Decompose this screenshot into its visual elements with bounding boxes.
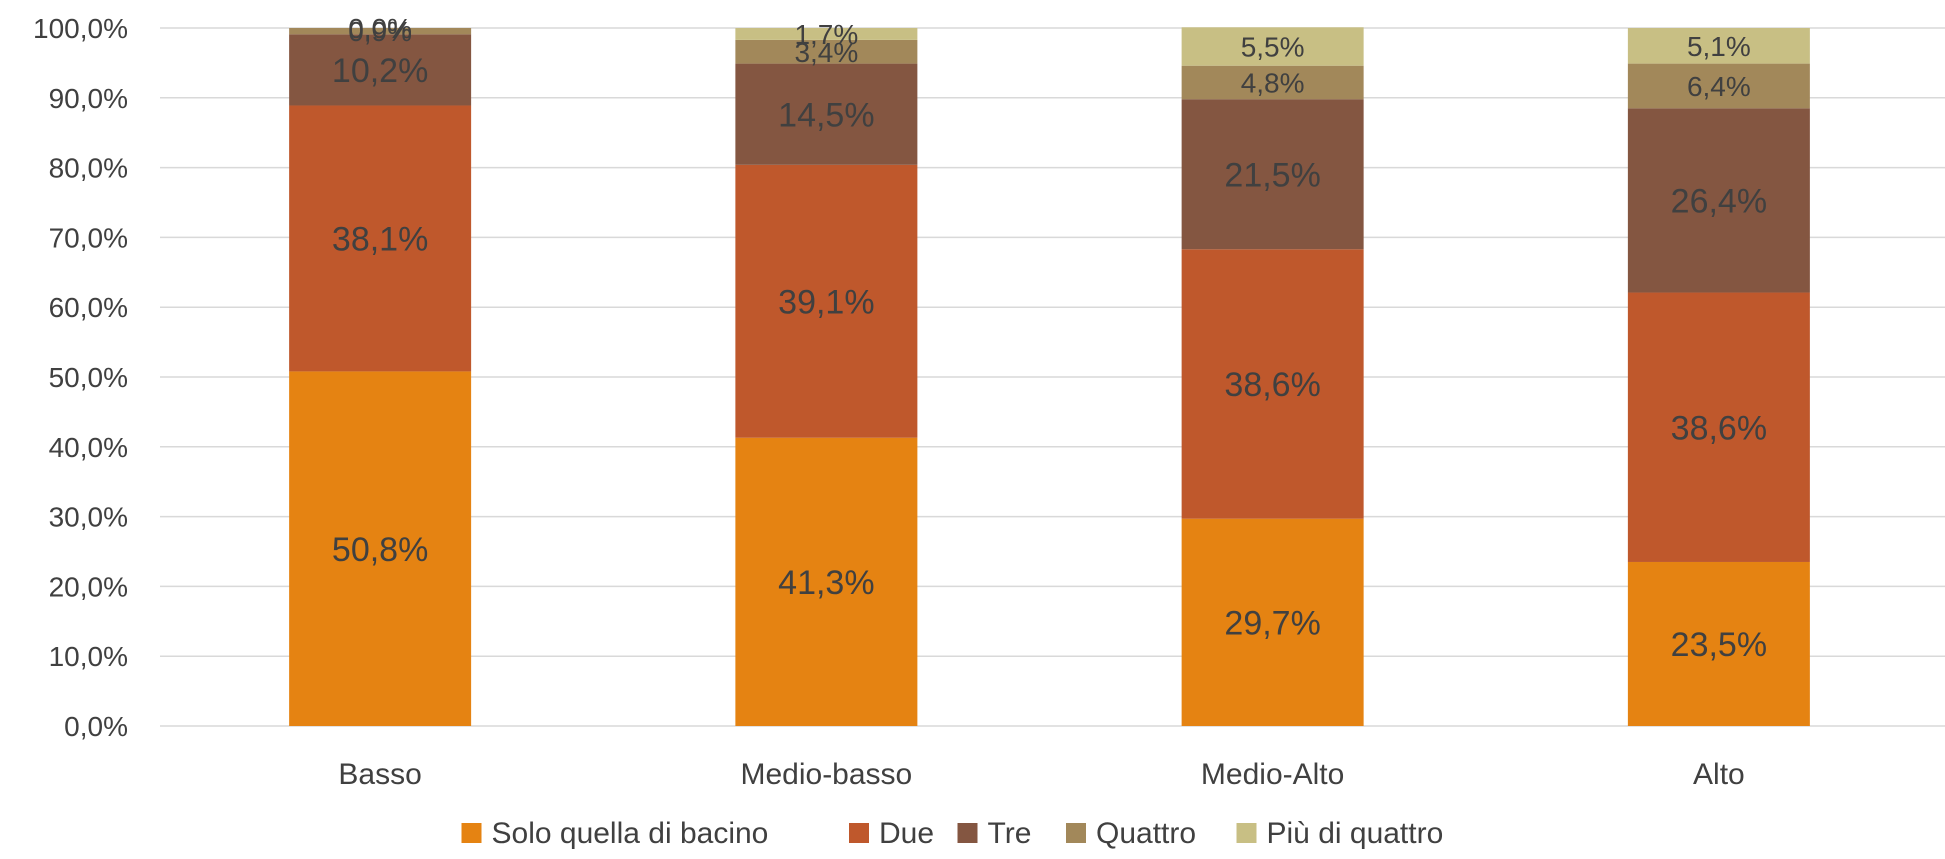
bar-segment — [735, 437, 918, 726]
bar-segment — [735, 39, 918, 64]
x-axis-category-labels: Basso Medio-basso Medio-Alto Alto — [338, 758, 1744, 791]
data-label: 29,7% — [1224, 605, 1320, 643]
y-tick-label: 20,0% — [49, 571, 128, 602]
bars — [289, 27, 1810, 726]
bar-segment — [1627, 561, 1810, 726]
data-label: 10,2% — [332, 52, 428, 90]
bar-segment — [289, 28, 472, 35]
y-tick-label: 80,0% — [49, 153, 128, 184]
y-tick-label: 70,0% — [49, 222, 128, 253]
legend-item: Quattro — [1066, 817, 1196, 850]
y-tick-label: 50,0% — [49, 362, 128, 393]
bar-segment — [735, 164, 918, 438]
data-label: 6,4% — [1687, 71, 1751, 102]
y-tick-label: 10,0% — [49, 641, 128, 672]
bar-segment — [1627, 292, 1810, 562]
legend-item: Solo quella di bacino — [461, 817, 769, 850]
bar-segment — [1627, 28, 1810, 64]
data-label: 0,9% — [348, 16, 412, 47]
data-label: 38,1% — [332, 221, 428, 259]
data-label: 0,0% — [348, 13, 412, 44]
bar-segment — [1181, 27, 1364, 66]
data-label: 21,5% — [1224, 156, 1320, 194]
legend-swatch — [461, 823, 482, 843]
legend: Solo quella di bacino Due Tre Quattro Più di… — [461, 817, 1444, 850]
bar-segment — [289, 105, 472, 372]
legend-label: Due — [879, 817, 934, 850]
bar-segment — [289, 371, 472, 726]
y-tick-label: 60,0% — [49, 292, 128, 323]
x-category-label: Basso — [338, 758, 421, 791]
bar-segment — [1181, 99, 1364, 250]
y-tick-label: 90,0% — [49, 83, 128, 114]
bar-segment — [1181, 518, 1364, 726]
legend-swatch — [957, 823, 978, 843]
data-label: 14,5% — [778, 96, 874, 134]
legend-swatch — [849, 823, 869, 843]
data-label: 41,3% — [778, 564, 874, 602]
data-label: 5,5% — [1241, 32, 1305, 63]
y-tick-label: 30,0% — [49, 502, 128, 533]
data-label: 38,6% — [1224, 366, 1320, 404]
data-label: 23,5% — [1671, 626, 1767, 664]
data-label: 3,4% — [794, 37, 858, 68]
data-label: 5,1% — [1687, 31, 1751, 62]
y-tick-label: 100,0% — [33, 13, 128, 44]
data-label: 39,1% — [778, 284, 874, 322]
legend-label: Quattro — [1096, 817, 1196, 850]
bar-segment — [1627, 108, 1810, 293]
bar-segment — [289, 34, 472, 106]
data-label: 1,7% — [794, 19, 858, 50]
legend-label: Solo quella di bacino — [492, 817, 769, 850]
legend-item: Più di quattro — [1236, 817, 1444, 850]
bar-segment — [735, 28, 918, 40]
bar-segment — [1181, 65, 1364, 100]
data-label: 4,8% — [1241, 68, 1305, 99]
legend-label: Tre — [988, 817, 1032, 850]
x-category-label: Medio-basso — [740, 758, 912, 791]
y-tick-label: 0,0% — [64, 711, 128, 742]
data-label: 38,6% — [1671, 409, 1767, 447]
data-label: 26,4% — [1671, 183, 1767, 221]
x-category-label: Alto — [1693, 758, 1745, 791]
legend-item: Due — [849, 817, 934, 850]
data-label: 50,8% — [332, 531, 428, 569]
data-labels: 50,8% 38,1% 10,2% 0,9%0,0% 41,3% 39,1% 14,5% 3,… — [332, 13, 1767, 664]
legend-swatch — [1236, 823, 1257, 843]
legend-swatch — [1066, 823, 1086, 843]
legend-item: Tre — [957, 817, 1032, 850]
bar-segment — [1627, 63, 1810, 109]
x-category-label: Medio-Alto — [1201, 758, 1344, 791]
legend-label: Più di quattro — [1267, 817, 1444, 850]
y-tick-label: 40,0% — [49, 432, 128, 463]
bar-segment — [735, 63, 918, 165]
y-axis-tick-labels: 0,0% 10,0% 20,0% 30,0% 40,0% 50,0% 60,0% 70,0% 8… — [33, 13, 128, 742]
bar-segment — [1181, 249, 1364, 519]
